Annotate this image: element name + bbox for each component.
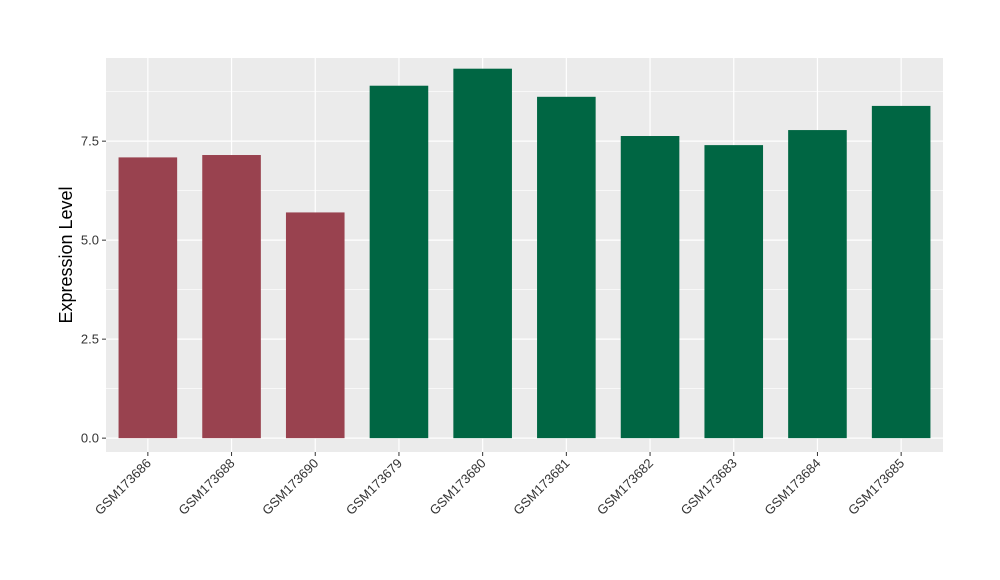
x-tick-label: GSM173690 [259, 456, 321, 518]
bar-gsm173690 [285, 212, 345, 439]
x-tick-label: GSM173681 [510, 456, 572, 518]
x-tick-label: GSM173685 [845, 456, 907, 518]
x-tick-label: GSM173679 [343, 456, 405, 518]
bar-gsm173685 [871, 105, 931, 439]
x-tick-label: GSM173683 [678, 456, 740, 518]
bar-gsm173680 [453, 68, 512, 439]
x-tick-label: GSM173680 [427, 456, 489, 518]
y-tick-label: 7.5 [81, 134, 99, 149]
y-axis-title: Expression Level [56, 186, 76, 323]
x-tick-label: GSM173682 [594, 456, 656, 518]
y-tick-label: 0.0 [81, 431, 99, 446]
bars [118, 68, 931, 439]
y-tick-label: 2.5 [81, 332, 99, 347]
bar-gsm173688 [202, 155, 261, 439]
bar-gsm173684 [788, 130, 847, 439]
y-tick-label: 5.0 [81, 233, 99, 248]
bar-gsm173679 [369, 85, 429, 439]
bar-gsm173682 [620, 136, 680, 439]
bar-gsm173686 [118, 157, 178, 439]
y-axis: 0.0 2.5 5.0 7.5 [81, 134, 106, 446]
x-tick-label: GSM173686 [92, 456, 154, 518]
bar-gsm173683 [704, 145, 764, 439]
x-tick-label: GSM173684 [761, 456, 823, 518]
x-axis: GSM173686 GSM173688 GSM173690 GSM173679 GSM1… [92, 452, 907, 518]
x-tick-label: GSM173688 [175, 456, 237, 518]
bar-gsm173681 [537, 96, 596, 439]
